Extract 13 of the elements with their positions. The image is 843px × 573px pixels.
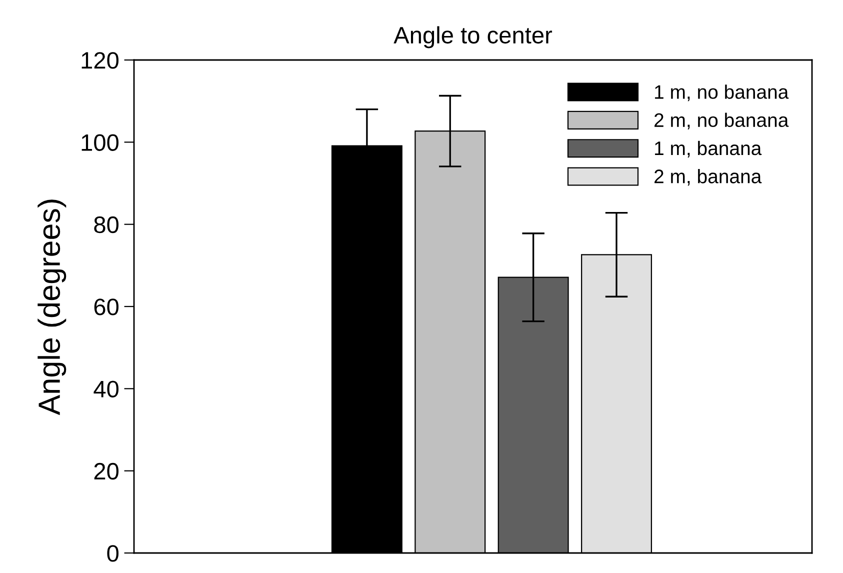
y-tick-label: 120 [82, 52, 118, 69]
legend-label: 1 m, no banana [655, 84, 789, 102]
legend-label: 1 m, banana [655, 140, 762, 158]
y-tick-label: 100 [82, 134, 118, 151]
y-tick-label: 60 [94, 298, 118, 316]
legend-label: 2 m, banana [654, 169, 762, 186]
y-tick-label: 80 [94, 216, 118, 234]
y-tick-label: 0 [107, 545, 118, 562]
y-tick-label: 40 [94, 380, 118, 398]
chart-title: Angle to center [394, 26, 552, 48]
legend-label: 2 m, no banana [654, 112, 789, 130]
y-axis-title: Angle (degrees) [38, 200, 66, 416]
y-tick-label: 20 [94, 462, 118, 480]
